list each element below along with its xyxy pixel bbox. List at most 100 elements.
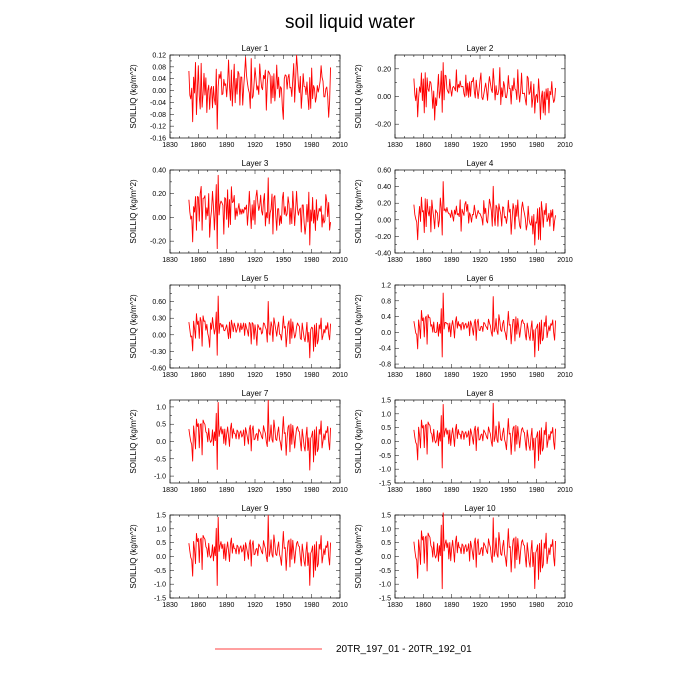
x-tick-label-layer-2: 2010 <box>557 142 573 149</box>
panel-title-layer-8: Layer 8 <box>467 389 494 398</box>
y-axis-label-layer-6: SOILLIQ (kg/m^2) <box>354 294 363 359</box>
y-tick-label-layer-9: 0.5 <box>156 540 166 547</box>
x-tick-label-layer-6: 1830 <box>387 372 403 379</box>
x-tick-label-layer-7: 1860 <box>191 487 207 494</box>
panel-layer-9: Layer 9 SOILLIQ (kg/m^2) 1830 1860 1890 1920 1… <box>129 504 348 609</box>
panel-title-layer-9: Layer 9 <box>242 504 269 513</box>
panel-layer-7: Layer 7 SOILLIQ (kg/m^2) 1830 1860 1890 1920 1… <box>129 389 348 494</box>
y-tick-label-layer-9: -0.5 <box>154 568 166 575</box>
x-tick-label-layer-1: 1830 <box>162 142 178 149</box>
x-tick-label-layer-1: 1950 <box>276 142 292 149</box>
x-tick-label-layer-4: 2010 <box>557 257 573 264</box>
y-axis-label-layer-1: SOILLIQ (kg/m^2) <box>129 64 138 129</box>
y-tick-label-layer-6: -0.8 <box>379 362 391 369</box>
y-tick-label-layer-2: 0.20 <box>377 66 391 73</box>
y-tick-label-layer-1: 0.08 <box>152 64 166 71</box>
y-tick-label-layer-8: -1.5 <box>379 481 391 488</box>
x-tick-label-layer-2: 1860 <box>416 142 432 149</box>
x-tick-label-layer-1: 1980 <box>304 142 320 149</box>
x-tick-label-layer-8: 1920 <box>472 487 488 494</box>
x-tick-label-layer-10: 1920 <box>472 602 488 609</box>
y-tick-label-layer-10: -1.5 <box>379 596 391 603</box>
y-tick-label-layer-9: 1.0 <box>156 526 166 533</box>
x-tick-label-layer-9: 2010 <box>332 602 348 609</box>
x-tick-label-layer-9: 1920 <box>247 602 263 609</box>
x-tick-label-layer-4: 1890 <box>444 257 460 264</box>
y-tick-label-layer-7: 1.0 <box>156 404 166 411</box>
figure-title: soil liquid water <box>285 12 416 33</box>
x-tick-label-layer-7: 1830 <box>162 487 178 494</box>
y-tick-label-layer-5: -0.60 <box>150 366 166 373</box>
y-tick-label-layer-8: 0.5 <box>381 425 391 432</box>
y-tick-label-layer-8: 1.5 <box>381 398 391 405</box>
x-tick-label-layer-4: 1830 <box>387 257 403 264</box>
panel-title-layer-4: Layer 4 <box>467 159 494 168</box>
x-tick-label-layer-2: 1890 <box>444 142 460 149</box>
x-tick-label-layer-3: 1920 <box>247 257 263 264</box>
x-tick-label-layer-7: 2010 <box>332 487 348 494</box>
x-tick-label-layer-3: 1890 <box>219 257 235 264</box>
y-tick-label-layer-3: 0.00 <box>152 215 166 222</box>
y-tick-label-layer-8: -0.5 <box>379 453 391 460</box>
y-axis-label-layer-4: SOILLIQ (kg/m^2) <box>354 179 363 244</box>
y-tick-label-layer-1: -0.12 <box>150 124 166 131</box>
x-tick-label-layer-8: 1830 <box>387 487 403 494</box>
panel-layer-2: Layer 2 SOILLIQ (kg/m^2) 1830 1860 1890 1920 1… <box>354 44 573 149</box>
panel-layer-6: Layer 6 SOILLIQ (kg/m^2) 1830 1860 1890 1920 1… <box>354 274 573 379</box>
panel-layer-10: Layer 10 SOILLIQ (kg/m^2) 1830 1860 1890 1920… <box>354 504 573 609</box>
x-tick-label-layer-5: 1860 <box>191 372 207 379</box>
y-axis-label-layer-10: SOILLIQ (kg/m^2) <box>354 524 363 589</box>
y-tick-label-layer-8: 1.0 <box>381 411 391 418</box>
x-tick-label-layer-6: 1890 <box>444 372 460 379</box>
x-tick-label-layer-2: 1920 <box>472 142 488 149</box>
x-tick-label-layer-5: 1980 <box>304 372 320 379</box>
series-line-layer-5 <box>188 295 332 359</box>
panel-layer-3: Layer 3 SOILLIQ (kg/m^2) 1830 1860 1890 1920 1… <box>129 159 348 264</box>
panel-title-layer-10: Layer 10 <box>464 504 496 513</box>
y-tick-label-layer-4: 0.60 <box>377 168 391 175</box>
x-tick-label-layer-9: 1860 <box>191 602 207 609</box>
x-tick-label-layer-6: 1950 <box>501 372 517 379</box>
y-tick-label-layer-7: -0.5 <box>154 456 166 463</box>
y-tick-label-layer-5: 0.60 <box>152 299 166 306</box>
x-tick-label-layer-5: 1830 <box>162 372 178 379</box>
x-tick-label-layer-10: 1980 <box>529 602 545 609</box>
y-tick-label-layer-7: -1.0 <box>154 474 166 481</box>
x-tick-label-layer-2: 1830 <box>387 142 403 149</box>
panel-layer-5: Layer 5 SOILLIQ (kg/m^2) 1830 1860 1890 1920 1… <box>129 274 348 379</box>
panel-title-layer-6: Layer 6 <box>467 274 494 283</box>
x-tick-label-layer-1: 2010 <box>332 142 348 149</box>
series-line-layer-8 <box>413 402 557 469</box>
x-tick-label-layer-3: 1980 <box>304 257 320 264</box>
panel-title-layer-3: Layer 3 <box>242 159 269 168</box>
x-tick-label-layer-7: 1920 <box>247 487 263 494</box>
x-tick-label-layer-7: 1890 <box>219 487 235 494</box>
series-line-layer-6 <box>413 292 557 358</box>
y-tick-label-layer-1: -0.16 <box>150 136 166 143</box>
y-tick-label-layer-4: 0.00 <box>377 217 391 224</box>
y-tick-label-layer-6: -0.4 <box>379 346 391 353</box>
x-tick-label-layer-5: 2010 <box>332 372 348 379</box>
x-tick-label-layer-6: 1980 <box>529 372 545 379</box>
x-tick-label-layer-5: 1950 <box>276 372 292 379</box>
y-tick-label-layer-8: 0.0 <box>381 439 391 446</box>
legend-label: 20TR_197_01 - 20TR_192_01 <box>336 644 472 655</box>
y-tick-label-layer-9: -1.0 <box>154 582 166 589</box>
y-tick-label-layer-1: 0.12 <box>152 53 166 60</box>
x-tick-label-layer-7: 1950 <box>276 487 292 494</box>
x-tick-label-layer-10: 1830 <box>387 602 403 609</box>
x-tick-label-layer-4: 1920 <box>472 257 488 264</box>
panel-grid: Layer 1 SOILLIQ (kg/m^2) 1830 1860 1890 1920 1… <box>129 44 573 609</box>
x-tick-label-layer-1: 1890 <box>219 142 235 149</box>
panel-layer-4: Layer 4 SOILLIQ (kg/m^2) 1830 1860 1890 1920 1… <box>354 159 573 264</box>
y-axis-label-layer-9: SOILLIQ (kg/m^2) <box>129 524 138 589</box>
y-tick-label-layer-10: -1.0 <box>379 582 391 589</box>
y-tick-label-layer-10: 0.5 <box>381 540 391 547</box>
y-tick-label-layer-2: 0.00 <box>377 94 391 101</box>
y-tick-label-layer-4: 0.20 <box>377 201 391 208</box>
y-tick-label-layer-7: 0.5 <box>156 422 166 429</box>
x-tick-label-layer-9: 1890 <box>219 602 235 609</box>
y-tick-label-layer-6: 0.4 <box>381 314 391 321</box>
y-tick-label-layer-4: 0.40 <box>377 184 391 191</box>
